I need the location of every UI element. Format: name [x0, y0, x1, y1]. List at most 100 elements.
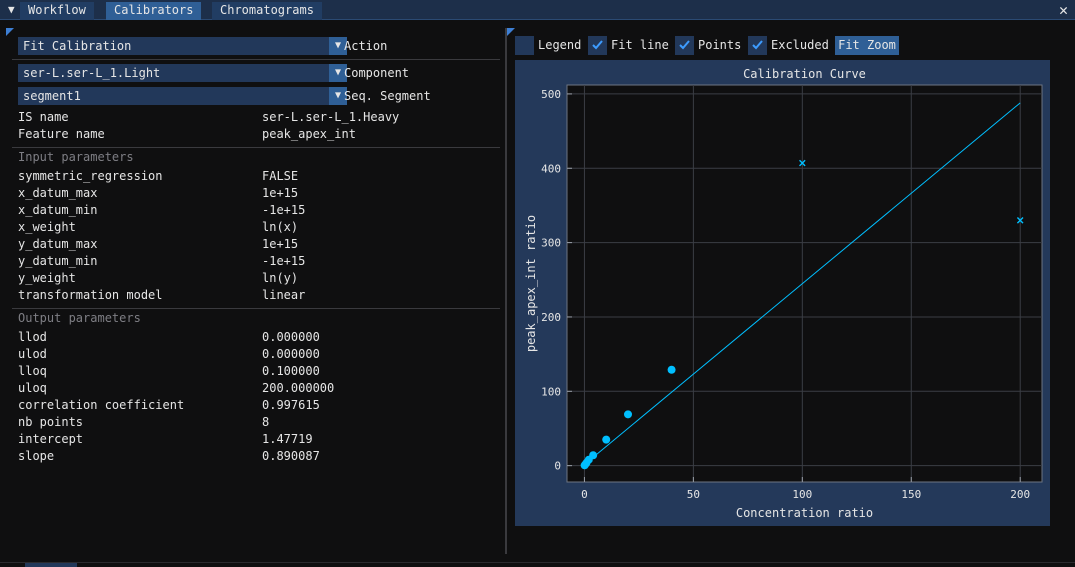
legend-checkbox[interactable] — [515, 36, 534, 55]
x-tick-label: 100 — [792, 488, 812, 501]
points-checkbox[interactable] — [675, 36, 694, 55]
output-parameters-title: Output parameters — [18, 311, 141, 325]
tab-label: Workflow — [28, 3, 86, 17]
param-value: 1.47719 — [262, 432, 313, 446]
y-tick-label: 0 — [554, 460, 561, 473]
input-parameters-title: Input parameters — [18, 150, 134, 164]
fit-zoom-button[interactable]: Fit Zoom — [835, 36, 899, 55]
param-value: 0.890087 — [262, 449, 320, 463]
action-value: Fit Calibration — [23, 39, 132, 53]
param-value: 1e+15 — [262, 237, 299, 251]
tab-chromatograms[interactable]: Chromatograms — [212, 2, 322, 20]
panel-corner-icon[interactable] — [507, 28, 515, 36]
check-icon — [752, 40, 763, 50]
data-point — [589, 451, 598, 460]
param-value: 0.100000 — [262, 364, 320, 378]
chevron-down-icon[interactable]: ▼ — [329, 64, 347, 82]
tab-label: Chromatograms — [220, 3, 314, 17]
y-tick-label: 300 — [541, 237, 561, 250]
x-tick-label: 150 — [901, 488, 921, 501]
x-tick-label: 0 — [581, 488, 588, 501]
param-key: y_weight — [18, 271, 76, 285]
param-value: ln(y) — [262, 271, 299, 285]
status-tab[interactable] — [25, 563, 77, 567]
param-value: 0.000000 — [262, 330, 320, 344]
segment-combo[interactable]: segment1 ▼ — [18, 87, 347, 105]
y-axis-label: peak_apex_int ratio — [524, 215, 538, 352]
excluded-point — [799, 159, 806, 167]
param-value: FALSE — [262, 169, 299, 183]
info-value: ser-L.ser-L_1.Heavy — [262, 110, 400, 124]
param-key: y_datum_max — [18, 237, 98, 251]
x-tick-label: 50 — [687, 488, 700, 501]
param-value: linear — [262, 288, 306, 302]
points-label: Points — [698, 38, 742, 52]
check-icon — [679, 40, 690, 50]
segment-value: segment1 — [23, 89, 81, 103]
param-value: -1e+15 — [262, 254, 306, 268]
info-key: IS name — [18, 110, 69, 124]
divider — [12, 59, 500, 60]
param-key: correlation coefficient — [18, 398, 185, 412]
data-point — [624, 410, 633, 419]
chart-title: Calibration Curve — [743, 67, 866, 81]
param-value: 0.997615 — [262, 398, 320, 412]
check-icon — [592, 40, 603, 50]
y-tick-label: 500 — [541, 88, 561, 101]
chevron-down-icon[interactable]: ▼ — [329, 87, 347, 105]
chevron-down-icon[interactable]: ▼ — [329, 37, 347, 55]
excluded-checkbox[interactable] — [748, 36, 767, 55]
fit-zoom-label: Fit Zoom — [838, 38, 896, 52]
plot-area — [566, 84, 1043, 483]
param-key: y_datum_min — [18, 254, 98, 268]
param-value: 8 — [262, 415, 270, 429]
tab-calibrators[interactable]: Calibrators — [106, 2, 202, 20]
tab-workflow[interactable]: Workflow — [20, 2, 94, 20]
param-value: ln(x) — [262, 220, 299, 234]
tab-label: Calibrators — [114, 3, 194, 17]
data-point — [602, 435, 611, 444]
y-tick-label: 400 — [541, 162, 561, 175]
action-label: Action — [344, 39, 388, 53]
component-value: ser-L.ser-L_1.Light — [23, 66, 161, 80]
tab-bar: ▼ Workflow Calibrators Chromatograms ✕ — [0, 0, 1075, 20]
x-tick-label: 200 — [1010, 488, 1030, 501]
parameters-panel: Fit Calibration ▼ Action ser-L.ser-L_1.L… — [6, 28, 505, 554]
panel-splitter[interactable] — [505, 28, 507, 554]
param-key: llod — [18, 330, 47, 344]
close-icon[interactable]: ✕ — [1058, 1, 1068, 19]
param-key: slope — [18, 449, 55, 463]
segment-label: Seq. Segment — [344, 89, 431, 103]
param-value: 200.000000 — [262, 381, 335, 395]
y-tick-label: 100 — [541, 385, 561, 398]
panel-corner-icon[interactable] — [6, 28, 14, 36]
component-label: Component — [344, 66, 410, 80]
fit-line-checkbox[interactable] — [588, 36, 607, 55]
param-key: ulod — [18, 347, 47, 361]
param-key: x_weight — [18, 220, 76, 234]
data-point — [667, 365, 676, 374]
param-key: uloq — [18, 381, 47, 395]
action-combo[interactable]: Fit Calibration ▼ — [18, 37, 347, 55]
divider — [12, 308, 500, 309]
legend-label: Legend — [538, 38, 582, 52]
dock-menu-icon[interactable]: ▼ — [8, 3, 15, 16]
param-value: -1e+15 — [262, 203, 306, 217]
param-key: x_datum_min — [18, 203, 98, 217]
calibration-chart[interactable]: Calibration Curve 0 50 100 150 200 0 100 200 300 4… — [515, 60, 1050, 526]
divider — [12, 147, 500, 148]
param-key: symmetric_regression — [18, 169, 163, 183]
component-combo[interactable]: ser-L.ser-L_1.Light ▼ — [18, 64, 347, 82]
excluded-label: Excluded — [771, 38, 829, 52]
param-value: 0.000000 — [262, 347, 320, 361]
param-key: intercept — [18, 432, 84, 446]
excluded-point — [1016, 217, 1024, 224]
param-key: x_datum_max — [18, 186, 98, 200]
info-value: peak_apex_int — [262, 127, 356, 141]
param-key: lloq — [18, 364, 47, 378]
x-axis-label: Concentration ratio — [736, 506, 873, 520]
status-bar — [0, 562, 1075, 567]
param-key: nb points — [18, 415, 84, 429]
fit-line — [584, 102, 1021, 465]
param-key: transformation model — [18, 288, 163, 302]
